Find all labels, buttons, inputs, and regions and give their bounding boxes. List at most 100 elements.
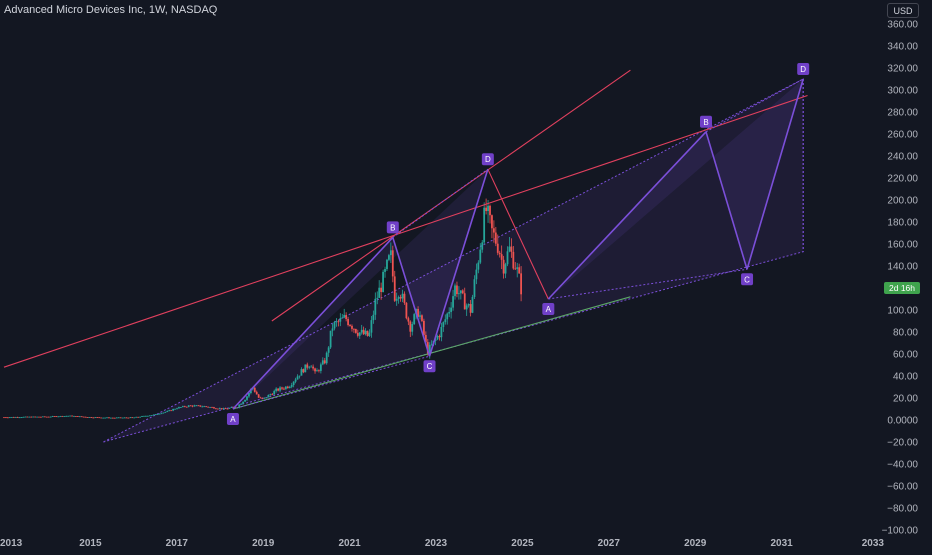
candle-body <box>117 417 120 419</box>
candle-body <box>341 317 344 319</box>
pattern-1-leg <box>392 237 431 357</box>
candle-body <box>164 411 167 413</box>
candle-body <box>424 334 427 343</box>
candle-body <box>94 417 97 419</box>
candle-body <box>471 296 474 313</box>
candle-body <box>170 410 173 412</box>
price-tick-label: 280.00 <box>887 108 918 119</box>
candle-body <box>135 416 138 418</box>
candle-body <box>356 332 359 336</box>
candle-body <box>98 417 101 419</box>
pattern-point-label: C <box>744 275 750 284</box>
candle-body <box>333 322 336 329</box>
candle-body <box>288 386 291 388</box>
candle-body <box>286 386 289 388</box>
pattern-point-label: B <box>703 118 708 127</box>
candle-body <box>267 394 270 398</box>
candle-body <box>510 246 513 252</box>
candle-body <box>41 416 44 418</box>
candle-body <box>419 315 421 317</box>
candle-body <box>131 417 134 419</box>
pattern-point-labels: A B C D A B C D <box>226 63 810 425</box>
pattern-fill-1 <box>232 169 488 409</box>
candle-body <box>312 366 314 369</box>
candle-body <box>494 232 497 244</box>
candle-body <box>374 298 377 315</box>
candle-body <box>327 347 330 353</box>
candle-body <box>469 304 472 313</box>
candle-body <box>84 416 87 418</box>
candle-body <box>30 416 33 418</box>
candle-body <box>428 344 431 355</box>
candle-body <box>436 336 439 340</box>
candle-body <box>22 416 25 418</box>
candle-body <box>265 397 268 399</box>
candle-body <box>32 416 35 418</box>
drawing-lines-layer <box>3 69 808 410</box>
candle-body <box>296 376 299 380</box>
price-tick-label: 160.00 <box>887 240 918 251</box>
time-tick-label: 2025 <box>511 538 534 549</box>
candle-body <box>193 405 196 407</box>
candle-body <box>452 296 454 308</box>
candle-body <box>78 416 81 418</box>
candle-body <box>306 364 309 368</box>
candle-body <box>102 417 105 419</box>
candle-body <box>380 287 383 292</box>
candle-body <box>187 405 190 407</box>
candle-body <box>283 388 285 390</box>
candle-body <box>475 269 478 280</box>
candle-body <box>43 416 46 418</box>
pattern-point-badge <box>542 303 555 315</box>
price-tick-label: −20.00 <box>887 438 918 449</box>
candle-body <box>248 392 250 397</box>
candle-body <box>386 259 388 270</box>
candle-body <box>345 314 348 320</box>
candle-body <box>370 320 373 333</box>
candle-body <box>514 268 517 270</box>
candle-body <box>496 243 499 253</box>
candle-body <box>8 417 11 419</box>
candle-body <box>372 314 375 321</box>
candle-body <box>127 417 130 419</box>
candle-body <box>279 387 281 391</box>
trend-line-1 <box>3 94 808 368</box>
candle-body <box>96 417 99 419</box>
pattern-fill-2 <box>548 79 804 299</box>
pattern-point-badge <box>423 360 436 373</box>
pattern-point-badge <box>741 273 754 286</box>
candle-body <box>456 285 458 295</box>
candle-body <box>358 332 361 336</box>
price-tick-label: −40.00 <box>887 460 918 471</box>
candle-body <box>5 417 7 419</box>
currency-button[interactable]: USD <box>887 3 919 18</box>
pattern-2-diagonal <box>548 268 748 300</box>
candle-body <box>269 394 272 396</box>
candle-body <box>351 325 353 329</box>
candle-body <box>465 305 468 310</box>
candle-body <box>405 302 408 319</box>
candle-body <box>263 397 266 399</box>
candle-body <box>366 330 369 336</box>
candle-body <box>59 416 62 417</box>
candle-body <box>80 416 83 418</box>
candle-body <box>183 406 186 407</box>
price-tick-label: −100.00 <box>882 526 919 537</box>
candle-body <box>310 366 313 368</box>
candle-body <box>284 386 287 389</box>
candle-body <box>314 368 316 372</box>
candle-body <box>108 417 110 419</box>
time-tick-label: 2029 <box>684 538 707 549</box>
candle-body <box>467 304 470 306</box>
candle-body <box>308 366 311 368</box>
candle-body <box>321 360 324 365</box>
candle-body <box>353 328 355 330</box>
candle-body <box>281 387 283 389</box>
candle-body <box>24 416 27 418</box>
candle-body <box>290 385 293 387</box>
trend-line-2 <box>271 69 631 322</box>
candle-body <box>244 399 246 402</box>
price-tick-label: 260.00 <box>887 130 918 141</box>
